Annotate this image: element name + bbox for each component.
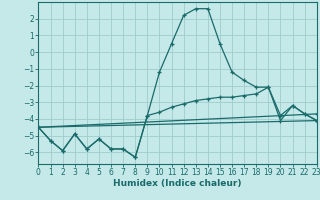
X-axis label: Humidex (Indice chaleur): Humidex (Indice chaleur) — [113, 179, 242, 188]
